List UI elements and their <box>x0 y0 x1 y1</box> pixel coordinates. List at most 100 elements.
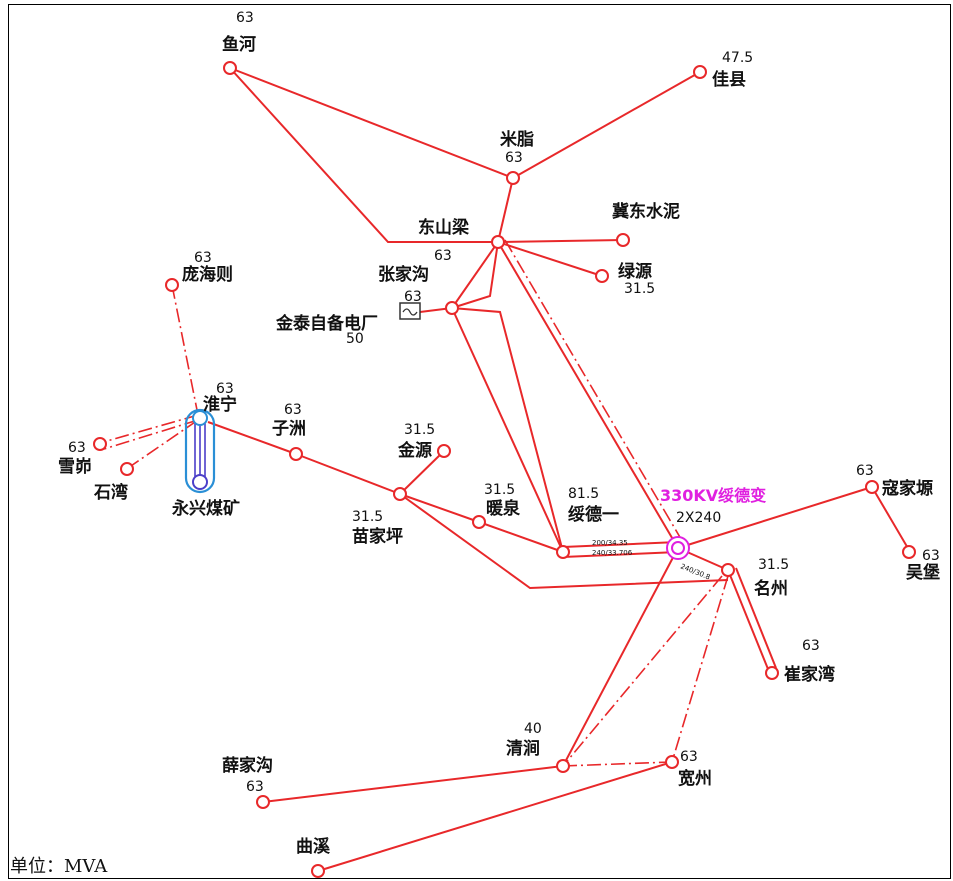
substation-nodes <box>93 61 916 878</box>
node-suideyi <box>556 545 570 559</box>
name-yuhe: 鱼河 <box>222 34 256 55</box>
cap-mizhi: 63 <box>505 150 523 166</box>
cap-suideyi: 81.5 <box>568 486 599 502</box>
node-miaojiaping <box>393 487 407 501</box>
cap-jintai: 50 <box>346 331 364 347</box>
cap-wubao: 63 <box>922 548 940 564</box>
name-lvyuan: 绿源 <box>618 261 652 282</box>
line-miaojiaping-nuanquan <box>399 493 480 523</box>
station-labels: 63 鱼河 47.5 佳县 米脂 63 东山梁 63 冀东水泥 绿源 31.5 … <box>58 10 940 857</box>
line-huining-xuemao-a <box>99 414 199 444</box>
line-zhangjiagou-suideyi-a <box>451 307 564 553</box>
sine-wave-icon <box>402 308 418 316</box>
line-huining-xuemao-b <box>103 419 199 450</box>
diagram-frame <box>8 4 951 879</box>
line-dongshanliang-hub-a <box>497 241 679 549</box>
line-mingzhou-cuijiawan-a <box>727 569 771 675</box>
line-dongshanliang-zhangjiagou-a <box>451 241 499 309</box>
name-quxi: 曲溪 <box>296 837 331 857</box>
cap-zizhou: 63 <box>284 402 302 418</box>
line-mingzhou-kuanzhou <box>671 575 729 763</box>
node-zizhou <box>289 447 303 461</box>
cap-dongshanliang: 63 <box>434 248 452 264</box>
line-label-c: 240/30.8 <box>679 562 711 581</box>
line-nuanquan-suideyi <box>478 521 564 553</box>
line-hub-koujiayuan <box>677 486 873 549</box>
name-suideyi: 绥德一 <box>568 504 619 525</box>
line-dongshanliang-lvyuan <box>497 241 603 277</box>
name-kuanzhou: 宽州 <box>678 768 712 789</box>
cap-xuejiagou: 63 <box>246 779 264 795</box>
node-nuanquan <box>472 515 486 529</box>
cap-koujiayuan: 63 <box>856 463 874 479</box>
node-jidong <box>616 233 630 247</box>
cap-qingjian: 40 <box>524 721 542 737</box>
yongxing-mine-loop <box>184 408 216 494</box>
node-cuijiawan <box>765 666 779 680</box>
hub-name: 330KV绥德变 <box>660 486 766 505</box>
unit-label: 单位：MVA <box>10 856 108 877</box>
line-qingjian-kuanzhou <box>562 761 673 767</box>
transmission-lines <box>99 67 910 872</box>
node-hub-inner <box>671 541 685 555</box>
line-hub-qingjian <box>562 547 679 767</box>
node-xuejiagou <box>256 795 270 809</box>
line-mizhi-dongshanliang <box>497 177 514 243</box>
name-xuejiagou: 薛家沟 <box>222 755 273 776</box>
node-wubao <box>902 545 916 559</box>
name-zhangjiagou: 张家沟 <box>378 264 429 285</box>
cap-cuijiawan: 63 <box>802 638 820 654</box>
name-koujiayuan: 寇家塬 <box>881 478 933 499</box>
line-dongshanliang-zhangjiagou-b <box>451 241 499 309</box>
node-lvyuan <box>595 269 609 283</box>
cap-jinyuan: 31.5 <box>404 422 435 438</box>
cap-yuhe: 63 <box>236 10 254 26</box>
name-shiwan: 石湾 <box>93 482 128 503</box>
line-label-b: 240/33.706 <box>592 549 633 557</box>
name-cuijiawan: 崔家湾 <box>783 664 835 685</box>
line-huining-shiwan <box>127 419 199 469</box>
node-qingjian <box>556 759 570 773</box>
name-huining: 淮宁 <box>203 394 237 415</box>
name-zizhou: 子洲 <box>272 419 306 439</box>
line-suideyi-hub-b <box>562 551 679 558</box>
node-xuemao <box>93 437 107 451</box>
line-koujiayuan-wubao <box>871 486 910 551</box>
node-kuanzhou <box>665 755 679 769</box>
cap-miaojiaping: 31.5 <box>352 509 383 525</box>
hub-capacity: 2X240 <box>676 510 721 526</box>
node-yuhe <box>223 61 237 75</box>
node-quxi <box>311 864 325 878</box>
line-yuhe-dongshanliang <box>229 67 498 243</box>
node-zhangjiagou <box>445 301 459 315</box>
line-mingzhou-qingjian <box>562 575 723 767</box>
node-shiwan <box>120 462 134 476</box>
cap-xuemao: 63 <box>68 440 86 456</box>
line-huining-zizhou <box>207 421 297 455</box>
name-xuemao: 雪峁 <box>58 456 92 477</box>
line-zhangjiagou-suideyi-b <box>451 307 564 553</box>
line-label-a: 200/34.35 <box>592 539 628 547</box>
cap-mingzhou: 31.5 <box>758 557 789 573</box>
name-panghaize: 庞海则 <box>182 264 233 285</box>
name-jintai: 金泰自备电厂 <box>275 313 378 334</box>
name-dongshanliang: 东山梁 <box>418 217 470 238</box>
name-mingzhou: 名州 <box>754 578 788 599</box>
cap-nuanquan: 31.5 <box>484 482 515 498</box>
cap-kuanzhou: 63 <box>680 749 698 765</box>
cap-huining: 63 <box>216 381 234 397</box>
line-suideyi-hub-a <box>562 541 679 548</box>
cap-jiaxian: 47.5 <box>722 50 753 66</box>
node-koujiayuan <box>865 480 879 494</box>
name-qingjian: 清涧 <box>506 738 540 759</box>
cap-zhangjiagou: 63 <box>404 289 422 305</box>
line-dongshanliang-jidong <box>497 239 624 243</box>
name-jidong: 冀东水泥 <box>612 201 680 222</box>
name-mizhi: 米脂 <box>500 129 534 150</box>
line-mingzhou-cuijiawan-b <box>735 567 777 669</box>
node-panghaize <box>165 278 179 292</box>
line-panghaize-huining <box>171 284 199 416</box>
line-zizhou-miaojiaping <box>295 453 401 495</box>
node-mizhi <box>506 171 520 185</box>
name-miaojiaping: 苗家坪 <box>352 526 403 547</box>
